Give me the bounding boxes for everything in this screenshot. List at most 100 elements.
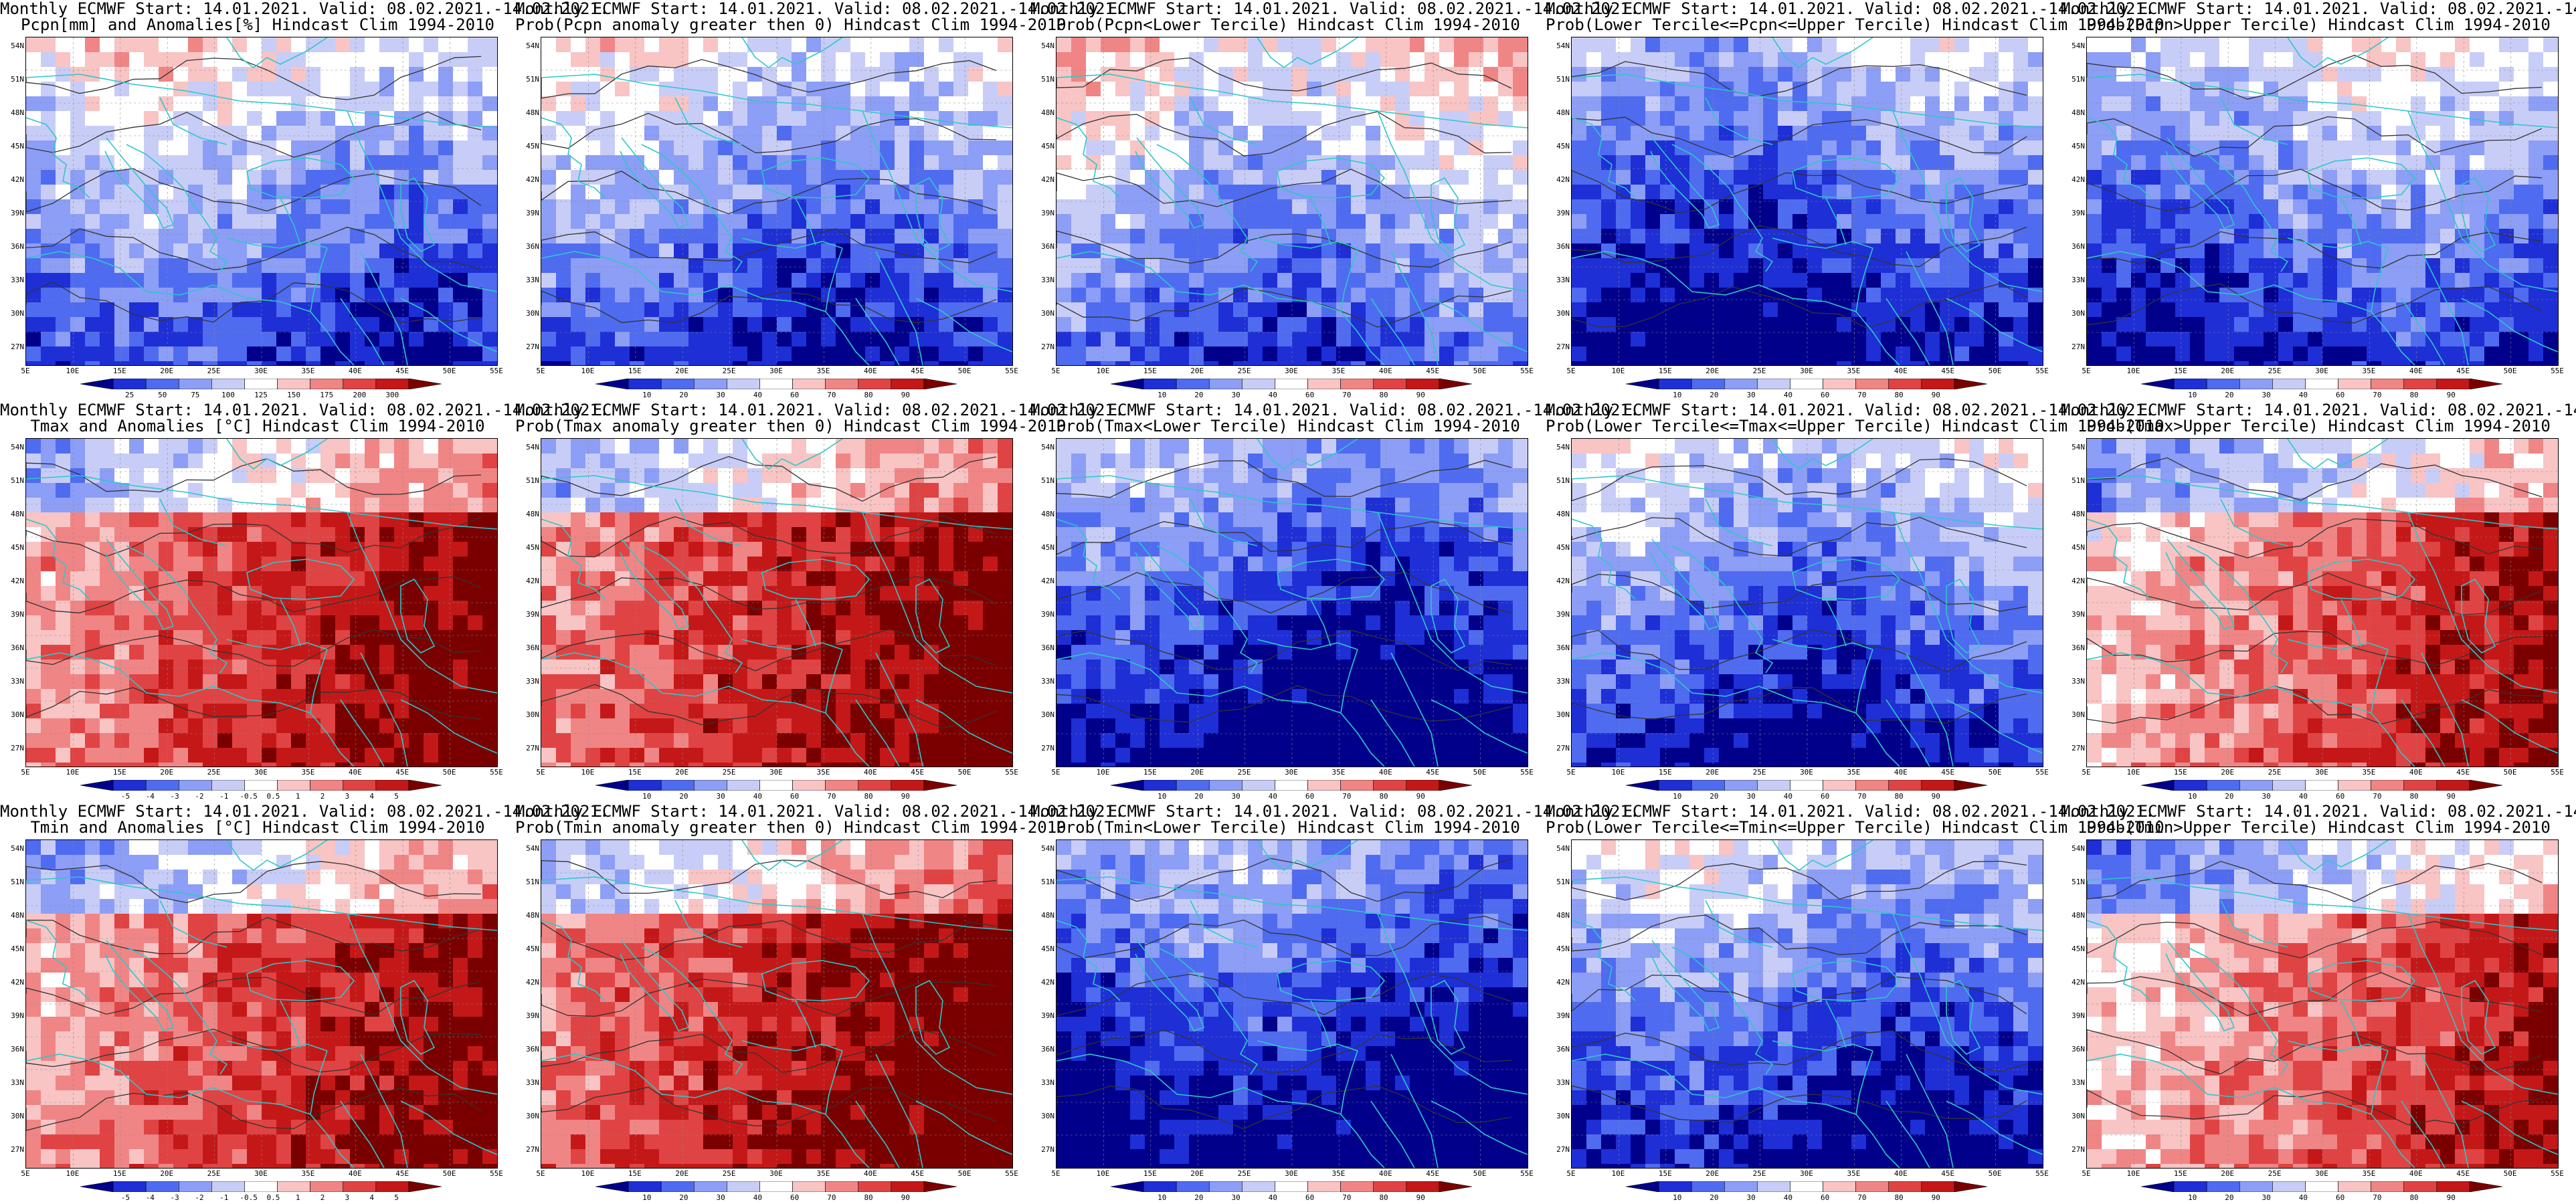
lon-tick-label: 10E: [1611, 1169, 1625, 1178]
forecast-panel-r3c5: Monthly ECMWF Start: 14.01.2021. Valid: …: [2061, 803, 2576, 1204]
lon-tick-label: 35E: [1847, 1169, 1861, 1178]
coastlines-borders: [26, 37, 497, 365]
lon-tick-label: 10E: [581, 768, 595, 777]
lon-tick-label: 55E: [490, 1169, 503, 1178]
lon-tick-label: 15E: [628, 367, 642, 375]
lon-tick-label: 15E: [2173, 1169, 2187, 1178]
colorbar-swatch: [408, 780, 442, 791]
forecast-map: [1056, 37, 1528, 366]
lat-tick-label: 54N: [1041, 41, 1054, 50]
colorbar-swatch: [2371, 379, 2405, 389]
contour-lines: [26, 458, 482, 720]
lon-tick-label: 40E: [863, 1169, 877, 1178]
colorbar-swatch: [2239, 780, 2273, 791]
colorbar-label: 80: [1379, 391, 1388, 399]
lat-tick-label: 42N: [1556, 978, 1570, 987]
lat-tick-label: 27N: [526, 1145, 539, 1154]
colorbar-label: 60: [2335, 1193, 2345, 1202]
forecast-panel-r3c1: Monthly ECMWF Start: 14.01.2021. Valid: …: [0, 803, 609, 1204]
lat-tick-label: 30N: [1556, 710, 1570, 719]
colorbar: [1626, 780, 1987, 791]
colorbar-swatch: [2239, 379, 2273, 389]
lat-tick-label: 39N: [1041, 1011, 1054, 1020]
map-graticule: [2087, 439, 2558, 767]
lat-tick-label: 27N: [1041, 744, 1054, 752]
lat-tick-label: 42N: [1556, 577, 1570, 585]
colorbar-swatch: [1340, 1181, 1374, 1192]
forecast-panel-r3c3: Monthly ECMWF Start: 14.01.2021. Valid: …: [1030, 803, 1639, 1204]
lon-tick-label: 35E: [2362, 1169, 2376, 1178]
lon-tick-label: 25E: [1237, 768, 1251, 777]
lat-tick-label: 27N: [1556, 1145, 1570, 1154]
lat-tick-label: 54N: [1041, 443, 1054, 452]
lat-tick-label: 27N: [2072, 342, 2085, 351]
lat-tick-label: 54N: [11, 41, 24, 50]
colorbar-label: 20: [1194, 391, 1204, 399]
colorbar-swatch: [1208, 379, 1243, 389]
contour-lines: [1056, 858, 1512, 1130]
colorbar-label: 30: [2262, 391, 2271, 399]
lat-tick-label: 45N: [11, 543, 24, 552]
colorbar-label: 20: [2225, 792, 2234, 801]
forecast-map: [541, 438, 1013, 767]
forecast-map: [1571, 438, 2043, 767]
lat-tick-label: 30N: [1041, 1112, 1054, 1120]
lat-tick-label: 48N: [2072, 108, 2085, 117]
lat-tick-label: 27N: [11, 342, 24, 351]
colorbar-swatch: [1855, 379, 1890, 389]
lon-tick-label: 40E: [2409, 367, 2423, 375]
lon-tick-label: 35E: [1331, 1169, 1346, 1178]
lon-tick-label: 30E: [1285, 768, 1298, 777]
lon-tick-label: 10E: [1096, 367, 1110, 375]
colorbar-label: 30: [2262, 792, 2271, 801]
coastlines-borders: [2087, 439, 2558, 767]
contour-lines: [2087, 861, 2543, 1126]
colorbar-swatch: [660, 780, 695, 791]
colorbar-label: 10: [642, 391, 652, 399]
colorbar-swatch: [759, 379, 793, 389]
lat-tick-label: 45N: [1556, 543, 1570, 552]
lon-tick-label: 5E: [21, 768, 30, 777]
lon-tick-label: 5E: [1566, 367, 1576, 375]
map-field-svg: [2087, 840, 2558, 1168]
colorbar-label: 10: [642, 1193, 652, 1202]
colorbar-label: 40: [753, 1193, 762, 1202]
lon-tick-label: 25E: [1237, 1169, 1251, 1178]
lat-tick-label: 39N: [2072, 610, 2085, 619]
colorbar-label: 90: [1416, 792, 1425, 801]
forecast-panel-r2c2: Monthly ECMWF Start: 14.01.2021. Valid: …: [515, 401, 1124, 803]
colorbar-label: -0.5: [240, 1193, 258, 1202]
lon-tick-label: 20E: [160, 1169, 174, 1178]
map-field-svg: [2087, 37, 2558, 365]
colorbar-swatch: [244, 1181, 278, 1192]
panel-title-line1: Monthly ECMWF Start: 14.01.2021. Valid: …: [2061, 802, 2576, 821]
lat-tick-label: 30N: [2072, 710, 2085, 719]
forecast-map: [2086, 839, 2559, 1169]
colorbar-swatch: [2173, 379, 2207, 389]
lat-tick-label: 27N: [1041, 1145, 1054, 1154]
lat-tick-label: 42N: [2072, 175, 2085, 184]
lat-tick-label: 51N: [1556, 75, 1570, 84]
colorbar-label: 60: [1305, 792, 1315, 801]
lat-tick-label: 36N: [526, 1045, 539, 1054]
lon-tick-label: 40E: [863, 367, 877, 375]
lat-tick-label: 45N: [11, 142, 24, 150]
lat-tick-label: 36N: [1556, 242, 1570, 251]
colorbar-swatch: [1823, 379, 1856, 389]
colorbar-swatch: [858, 379, 892, 389]
coastlines-borders: [541, 439, 1012, 767]
lon-tick-label: 30E: [1800, 1169, 1813, 1178]
colorbar-label: 10: [1158, 1193, 1167, 1202]
lat-tick-label: 39N: [2072, 209, 2085, 217]
lon-tick-label: 10E: [1096, 768, 1110, 777]
lon-tick-label: 30E: [2315, 768, 2328, 777]
colorbar-swatch: [145, 379, 179, 389]
colorbar-swatch: [1921, 379, 1955, 389]
panel-title-line1: Monthly ECMWF Start: 14.01.2021. Valid: …: [515, 0, 1125, 18]
panel-title-line1: Monthly ECMWF Start: 14.01.2021. Valid: …: [1546, 401, 2155, 419]
lon-tick-label: 15E: [1658, 367, 1672, 375]
lat-tick-label: 54N: [1556, 443, 1570, 452]
lon-tick-label: 20E: [1190, 1169, 1204, 1178]
colorbar-swatch: [628, 1181, 662, 1192]
colorbar-swatch: [1439, 379, 1472, 389]
